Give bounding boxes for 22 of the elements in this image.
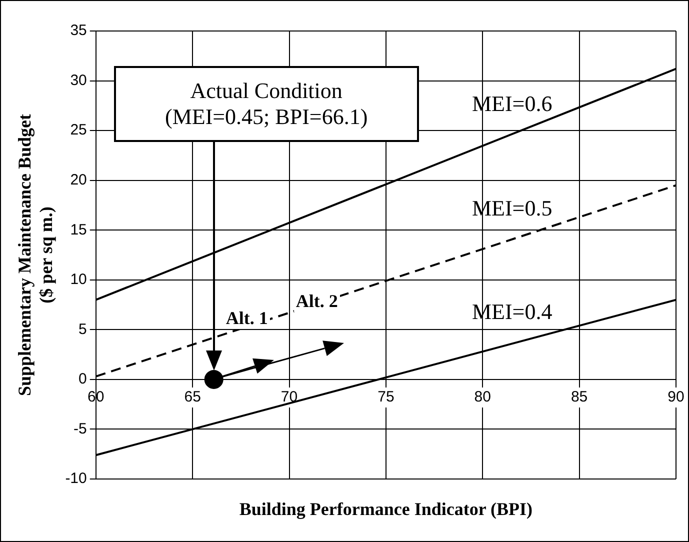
y-tick-label: -10: [65, 470, 87, 488]
y-tick-label: 0: [78, 370, 87, 388]
annotation: Actual Condition (MEI=0.45; BPI=66.1): [164, 78, 369, 130]
x-tick-label: 65: [184, 388, 201, 406]
annotation: Alt. 2: [294, 291, 340, 312]
y-tick-label: 5: [78, 320, 87, 338]
x-tick-label: 85: [570, 388, 588, 406]
x-axis-title: Building Performance Indicator (BPI): [238, 499, 534, 520]
y-tick-label: 15: [70, 221, 87, 238]
y-tick-label: 30: [70, 72, 87, 89]
y-tick-label: 10: [70, 271, 87, 288]
annotation: Alt. 1: [224, 308, 270, 330]
callout-box: Actual Condition (MEI=0.45; BPI=66.1): [114, 66, 419, 142]
y-tick-label: -5: [74, 420, 87, 438]
y-tick-label: 25: [70, 122, 87, 139]
x-tick-label: 70: [280, 388, 298, 406]
y-tick-label: 20: [70, 171, 87, 188]
x-tick-label: 75: [378, 388, 394, 406]
y-axis-title: Supplementary Maintenance Budget ($ per sq m.): [14, 114, 56, 396]
y-tick-label: 35: [70, 22, 87, 40]
x-tick-label: 90: [668, 388, 684, 406]
x-tick-label: 80: [474, 388, 491, 406]
